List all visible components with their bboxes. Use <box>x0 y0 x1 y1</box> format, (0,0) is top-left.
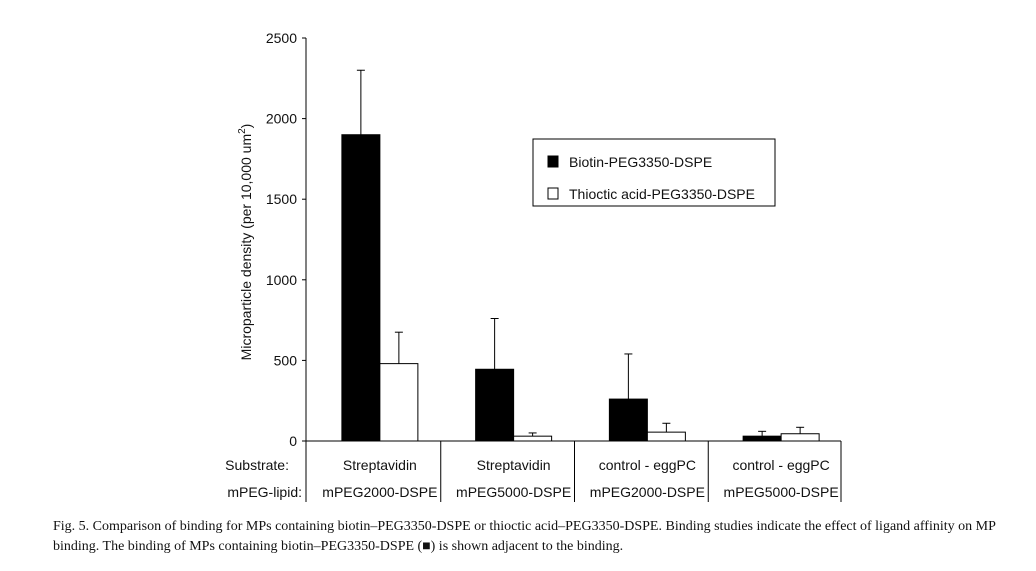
bar-chart: 0 500 1000 1500 2000 2500 Microparticle densit… <box>225 30 842 502</box>
category-lipid-label: mPEG2000-DSPE <box>590 484 705 500</box>
bar-biotin <box>742 435 782 442</box>
row-label-substrate: Substrate: <box>225 457 289 473</box>
figure-caption: Fig. 5. Comparison of binding for MPs co… <box>53 519 996 554</box>
row-label-lipid: mPEG-lipid: <box>227 484 302 500</box>
legend-box <box>532 138 776 207</box>
bar-biotin <box>475 368 515 442</box>
y-tick-label: 500 <box>274 352 298 368</box>
bar-biotin <box>608 398 648 442</box>
bar-thioctic <box>513 435 553 442</box>
category-substrate-label: control - eggPC <box>599 457 696 473</box>
legend-label: Biotin-PEG3350-DSPE <box>569 154 712 170</box>
y-axis-label: Microparticle density (per 10,000 um2) <box>237 124 254 361</box>
y-tick-label: 0 <box>289 433 297 449</box>
bar-thioctic <box>646 431 686 442</box>
y-tick-label: 1500 <box>266 191 297 207</box>
legend-label: Thioctic acid-PEG3350-DSPE <box>569 186 755 202</box>
bar-thioctic <box>379 363 419 442</box>
category-substrate-label: Streptavidin <box>343 457 417 473</box>
y-tick-label: 1000 <box>266 272 297 288</box>
category-substrate-label: control - eggPC <box>732 457 829 473</box>
category-lipid-label: mPEG5000-DSPE <box>724 484 839 500</box>
y-tick-label: 2000 <box>266 111 297 127</box>
category-lipid-label: mPEG5000-DSPE <box>456 484 571 500</box>
bar-biotin <box>341 134 381 442</box>
legend-swatch <box>547 187 559 200</box>
bar-thioctic <box>780 433 820 442</box>
category-substrate-label: Streptavidin <box>477 457 551 473</box>
y-tick-label: 2500 <box>266 30 297 46</box>
legend-swatch <box>547 155 559 168</box>
category-lipid-label: mPEG2000-DSPE <box>322 484 437 500</box>
